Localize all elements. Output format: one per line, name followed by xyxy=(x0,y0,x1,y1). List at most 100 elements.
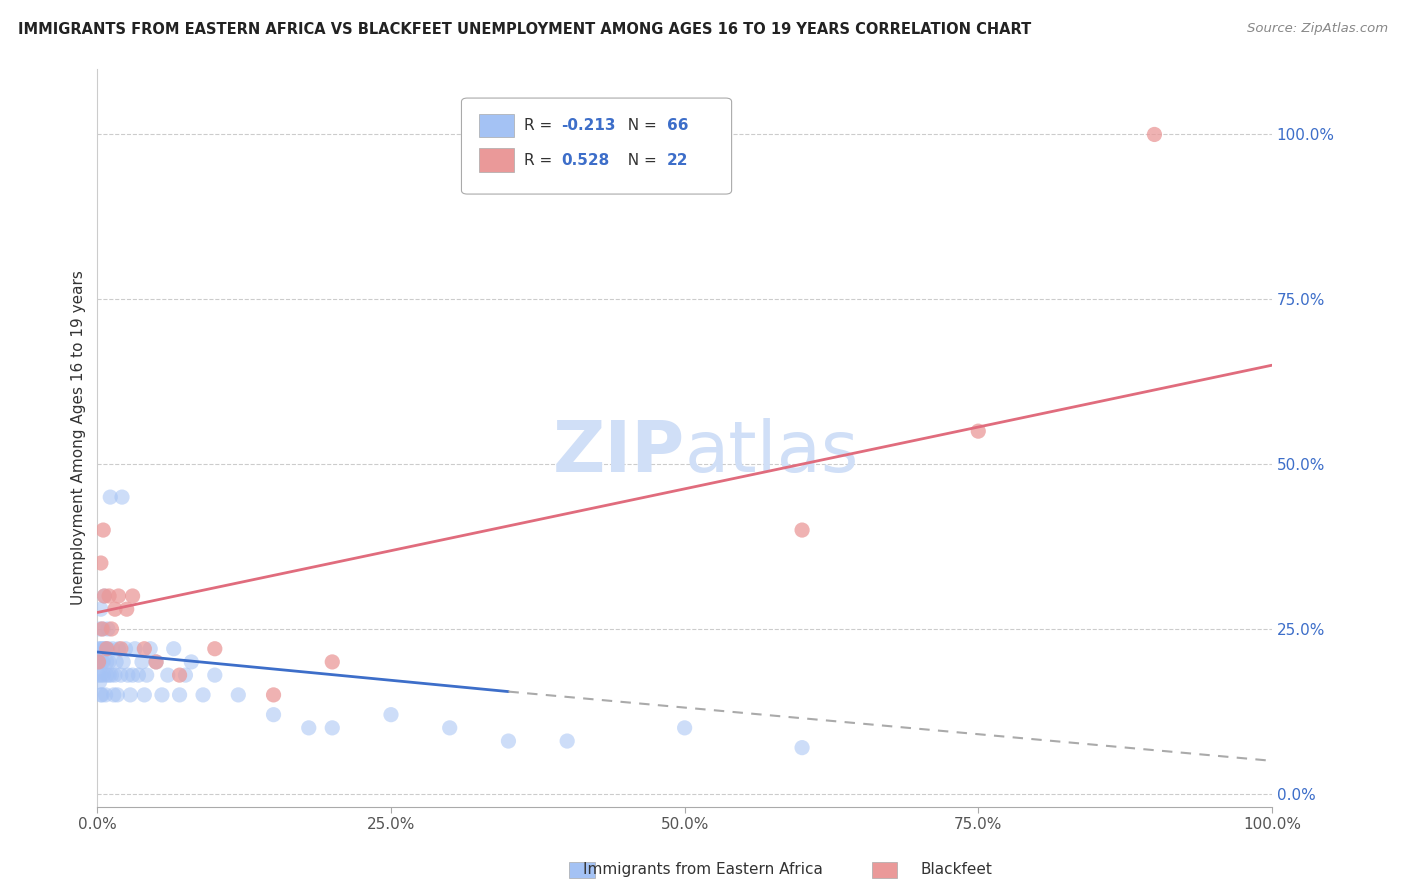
Point xyxy=(145,655,167,669)
Point xyxy=(380,707,402,722)
Point xyxy=(967,424,990,438)
Point xyxy=(90,688,112,702)
Point xyxy=(103,688,125,702)
Text: ZIP: ZIP xyxy=(553,418,685,487)
Point xyxy=(156,668,179,682)
Text: IMMIGRANTS FROM EASTERN AFRICA VS BLACKFEET UNEMPLOYMENT AMONG AGES 16 TO 19 YEA: IMMIGRANTS FROM EASTERN AFRICA VS BLACKF… xyxy=(18,22,1032,37)
Point xyxy=(101,641,124,656)
Point xyxy=(98,655,121,669)
Point xyxy=(204,668,226,682)
Point xyxy=(169,688,191,702)
Point xyxy=(91,688,114,702)
Point xyxy=(107,589,129,603)
Y-axis label: Unemployment Among Ages 16 to 19 years: Unemployment Among Ages 16 to 19 years xyxy=(72,270,86,605)
Text: 22: 22 xyxy=(666,153,689,168)
Point xyxy=(135,668,157,682)
Point xyxy=(91,622,114,636)
Point xyxy=(91,523,114,537)
Point xyxy=(117,668,139,682)
Point xyxy=(96,641,118,656)
Point xyxy=(145,655,167,669)
Text: 0.528: 0.528 xyxy=(561,153,610,168)
Point xyxy=(110,668,132,682)
Text: Source: ZipAtlas.com: Source: ZipAtlas.com xyxy=(1247,22,1388,36)
Point xyxy=(131,655,153,669)
Point xyxy=(104,602,127,616)
Point xyxy=(498,734,520,748)
Point xyxy=(107,641,129,656)
Point xyxy=(111,490,134,504)
Point xyxy=(87,641,110,656)
Point xyxy=(105,655,128,669)
Point xyxy=(90,668,112,682)
Point xyxy=(90,556,112,570)
Point xyxy=(100,622,122,636)
Point xyxy=(150,688,173,702)
Point xyxy=(321,655,343,669)
Point xyxy=(790,523,813,537)
Point xyxy=(93,641,115,656)
Point xyxy=(90,602,112,616)
Point xyxy=(263,688,285,702)
Point xyxy=(98,589,121,603)
Text: Blackfeet: Blackfeet xyxy=(920,863,993,877)
Point xyxy=(86,655,108,669)
Text: N =: N = xyxy=(617,118,661,133)
FancyBboxPatch shape xyxy=(479,148,515,172)
Point xyxy=(90,641,112,656)
Point xyxy=(673,721,696,735)
Point xyxy=(98,490,121,504)
Text: Immigrants from Eastern Africa: Immigrants from Eastern Africa xyxy=(583,863,823,877)
FancyBboxPatch shape xyxy=(461,98,731,194)
Point xyxy=(98,668,121,682)
Point xyxy=(180,655,202,669)
Point xyxy=(555,734,578,748)
FancyBboxPatch shape xyxy=(479,113,515,137)
Point xyxy=(1143,128,1166,142)
Point xyxy=(115,602,138,616)
Point xyxy=(790,740,813,755)
Point xyxy=(97,622,120,636)
Point xyxy=(439,721,461,735)
Text: R =: R = xyxy=(523,118,557,133)
Point xyxy=(134,641,156,656)
Point xyxy=(134,688,156,702)
Point xyxy=(94,688,117,702)
Point xyxy=(89,674,111,689)
Point xyxy=(121,589,143,603)
Point xyxy=(87,668,110,682)
Point xyxy=(127,668,149,682)
Point xyxy=(91,641,114,656)
Point xyxy=(321,721,343,735)
Point xyxy=(169,668,191,682)
Point xyxy=(105,688,128,702)
Point xyxy=(89,622,111,636)
Text: 66: 66 xyxy=(666,118,689,133)
Point xyxy=(226,688,249,702)
Point xyxy=(93,589,115,603)
Point xyxy=(91,655,114,669)
Point xyxy=(97,641,120,656)
Point xyxy=(204,641,226,656)
Text: -0.213: -0.213 xyxy=(561,118,616,133)
Point xyxy=(263,707,285,722)
Point xyxy=(100,668,122,682)
Point xyxy=(174,668,197,682)
Point xyxy=(96,655,118,669)
Point xyxy=(110,641,132,656)
Point xyxy=(120,688,142,702)
Point xyxy=(91,655,114,669)
Text: atlas: atlas xyxy=(685,418,859,487)
Point xyxy=(191,688,214,702)
Point xyxy=(96,668,118,682)
Point xyxy=(87,655,110,669)
Point xyxy=(139,641,162,656)
Point xyxy=(91,668,114,682)
Point xyxy=(94,641,117,656)
Text: N =: N = xyxy=(617,153,661,168)
Point xyxy=(114,641,136,656)
Text: R =: R = xyxy=(523,153,557,168)
Point xyxy=(124,641,146,656)
Point xyxy=(163,641,186,656)
Point xyxy=(89,655,111,669)
